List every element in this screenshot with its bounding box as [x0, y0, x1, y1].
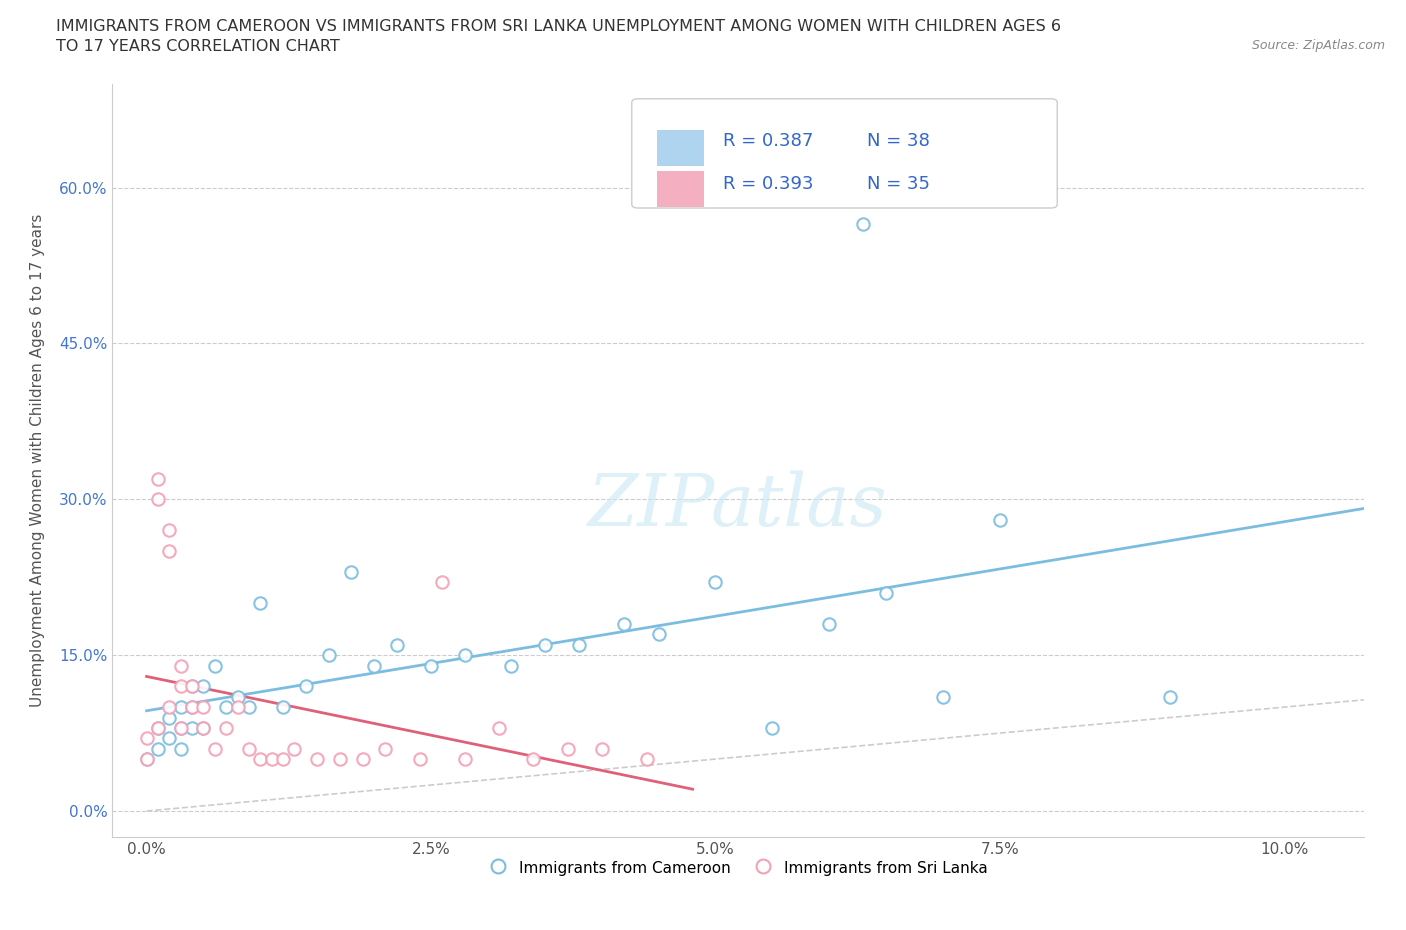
Point [295, 679, 318, 694]
FancyBboxPatch shape [657, 171, 704, 207]
Point [568, 637, 591, 652]
Point [363, 658, 385, 673]
Point [647, 627, 669, 642]
Point [157, 544, 180, 559]
Point [454, 751, 477, 766]
Point [157, 523, 180, 538]
Point [157, 711, 180, 725]
Point [932, 689, 955, 704]
Text: N = 35: N = 35 [868, 175, 929, 193]
Point [374, 741, 396, 756]
Point [135, 751, 157, 766]
Point [170, 658, 193, 673]
Point [204, 741, 226, 756]
Point [146, 741, 169, 756]
Point [157, 731, 180, 746]
Point [181, 721, 204, 736]
Point [146, 721, 169, 736]
Point [181, 699, 204, 714]
FancyBboxPatch shape [631, 99, 1057, 208]
Point [238, 741, 260, 756]
Text: ZIPatlas: ZIPatlas [588, 471, 889, 541]
Point [193, 699, 215, 714]
Point [557, 741, 579, 756]
Point [875, 585, 897, 600]
Point [385, 637, 408, 652]
Point [193, 721, 215, 736]
Text: IMMIGRANTS FROM CAMEROON VS IMMIGRANTS FROM SRI LANKA UNEMPLOYMENT AMONG WOMEN W: IMMIGRANTS FROM CAMEROON VS IMMIGRANTS F… [56, 19, 1062, 33]
Point [146, 492, 169, 507]
Point [852, 217, 875, 232]
Point [193, 679, 215, 694]
Point [454, 647, 477, 662]
Point [215, 699, 238, 714]
Point [181, 679, 204, 694]
Point [170, 679, 193, 694]
Point [704, 575, 727, 590]
Point [1159, 689, 1181, 704]
Point [499, 658, 522, 673]
Point [135, 731, 157, 746]
Point [318, 647, 340, 662]
Point [238, 699, 260, 714]
Point [307, 751, 329, 766]
Legend: Immigrants from Cameroon, Immigrants from Sri Lanka: Immigrants from Cameroon, Immigrants fro… [482, 854, 994, 882]
Point [135, 751, 157, 766]
Point [340, 565, 363, 579]
Point [226, 689, 249, 704]
Point [988, 512, 1011, 527]
Point [533, 637, 555, 652]
Point [249, 596, 271, 611]
Point [488, 721, 510, 736]
Point [271, 699, 294, 714]
Point [146, 721, 169, 736]
Point [226, 699, 249, 714]
Point [157, 699, 180, 714]
Point [761, 721, 783, 736]
Point [181, 679, 204, 694]
Text: R = 0.393: R = 0.393 [723, 175, 814, 193]
Point [420, 658, 443, 673]
Text: R = 0.387: R = 0.387 [723, 132, 814, 150]
Point [170, 699, 193, 714]
Point [170, 741, 193, 756]
Point [215, 721, 238, 736]
Text: Source: ZipAtlas.com: Source: ZipAtlas.com [1251, 39, 1385, 52]
Point [613, 617, 636, 631]
Point [181, 699, 204, 714]
Point [170, 721, 193, 736]
Point [591, 741, 613, 756]
Point [260, 751, 283, 766]
Point [352, 751, 374, 766]
Point [522, 751, 544, 766]
Point [432, 575, 454, 590]
Y-axis label: Unemployment Among Women with Children Ages 6 to 17 years: Unemployment Among Women with Children A… [31, 214, 45, 707]
Point [204, 658, 226, 673]
Text: N = 38: N = 38 [868, 132, 929, 150]
Point [170, 721, 193, 736]
FancyBboxPatch shape [657, 130, 704, 166]
Point [146, 472, 169, 486]
Point [271, 751, 294, 766]
Point [636, 751, 658, 766]
Point [818, 617, 841, 631]
Text: TO 17 YEARS CORRELATION CHART: TO 17 YEARS CORRELATION CHART [56, 39, 340, 54]
Point [408, 751, 430, 766]
Point [193, 721, 215, 736]
Point [249, 751, 271, 766]
Point [283, 741, 305, 756]
Point [329, 751, 352, 766]
